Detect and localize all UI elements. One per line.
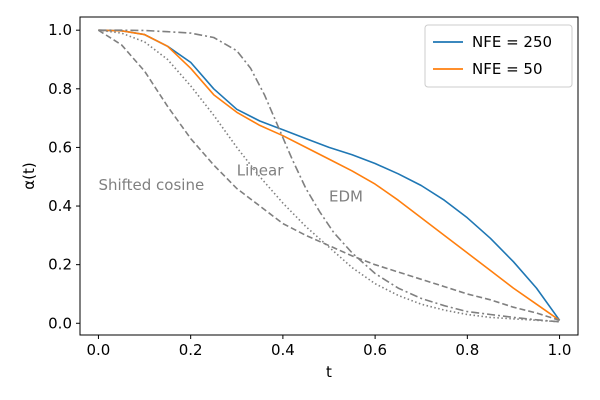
x-axis-ticks: 0.0 0.2 0.4 0.6 0.8 1.0: [87, 335, 572, 359]
series-line-edm: [98, 29, 560, 323]
legend-box: [424, 24, 573, 88]
legend-label: NFE = 50: [472, 60, 543, 78]
annotation-label: EDM: [329, 188, 363, 206]
y-tick-label: 0.8: [48, 80, 72, 98]
plot-layer: [97, 29, 561, 323]
x-tick-label: 0.6: [363, 341, 387, 359]
y-axis-label: α(t): [20, 162, 38, 189]
x-tick-label: 0.2: [179, 341, 203, 359]
series-line-nfe-50: [98, 29, 561, 321]
y-tick-label: 1.0: [48, 21, 72, 39]
plot-frame: [79, 16, 579, 336]
series-line-linear: [98, 29, 560, 323]
x-axis-label: t: [326, 363, 332, 381]
series-line-shifted-cosine: [97, 29, 560, 322]
series-line-nfe-250: [98, 29, 561, 321]
x-tick-label: 0.4: [271, 341, 295, 359]
legend: NFE = 250 NFE = 50: [424, 24, 573, 88]
annotation-label: Shifted cosine: [98, 176, 204, 194]
annotation-layer: Shifted cosine Linear EDM: [98, 161, 363, 205]
annotation-label: Linear: [237, 161, 284, 179]
y-tick-label: 0.6: [48, 138, 72, 156]
y-axis-ticks: 0.0 0.2 0.4 0.6 0.8 1.0: [48, 21, 80, 332]
x-tick-label: 0.0: [87, 341, 111, 359]
y-tick-label: 0.0: [48, 314, 72, 332]
y-tick-label: 0.2: [48, 256, 72, 274]
legend-label: NFE = 250: [472, 33, 552, 51]
y-tick-label: 0.4: [48, 197, 72, 215]
x-tick-label: 1.0: [548, 341, 572, 359]
x-tick-label: 0.8: [455, 341, 479, 359]
